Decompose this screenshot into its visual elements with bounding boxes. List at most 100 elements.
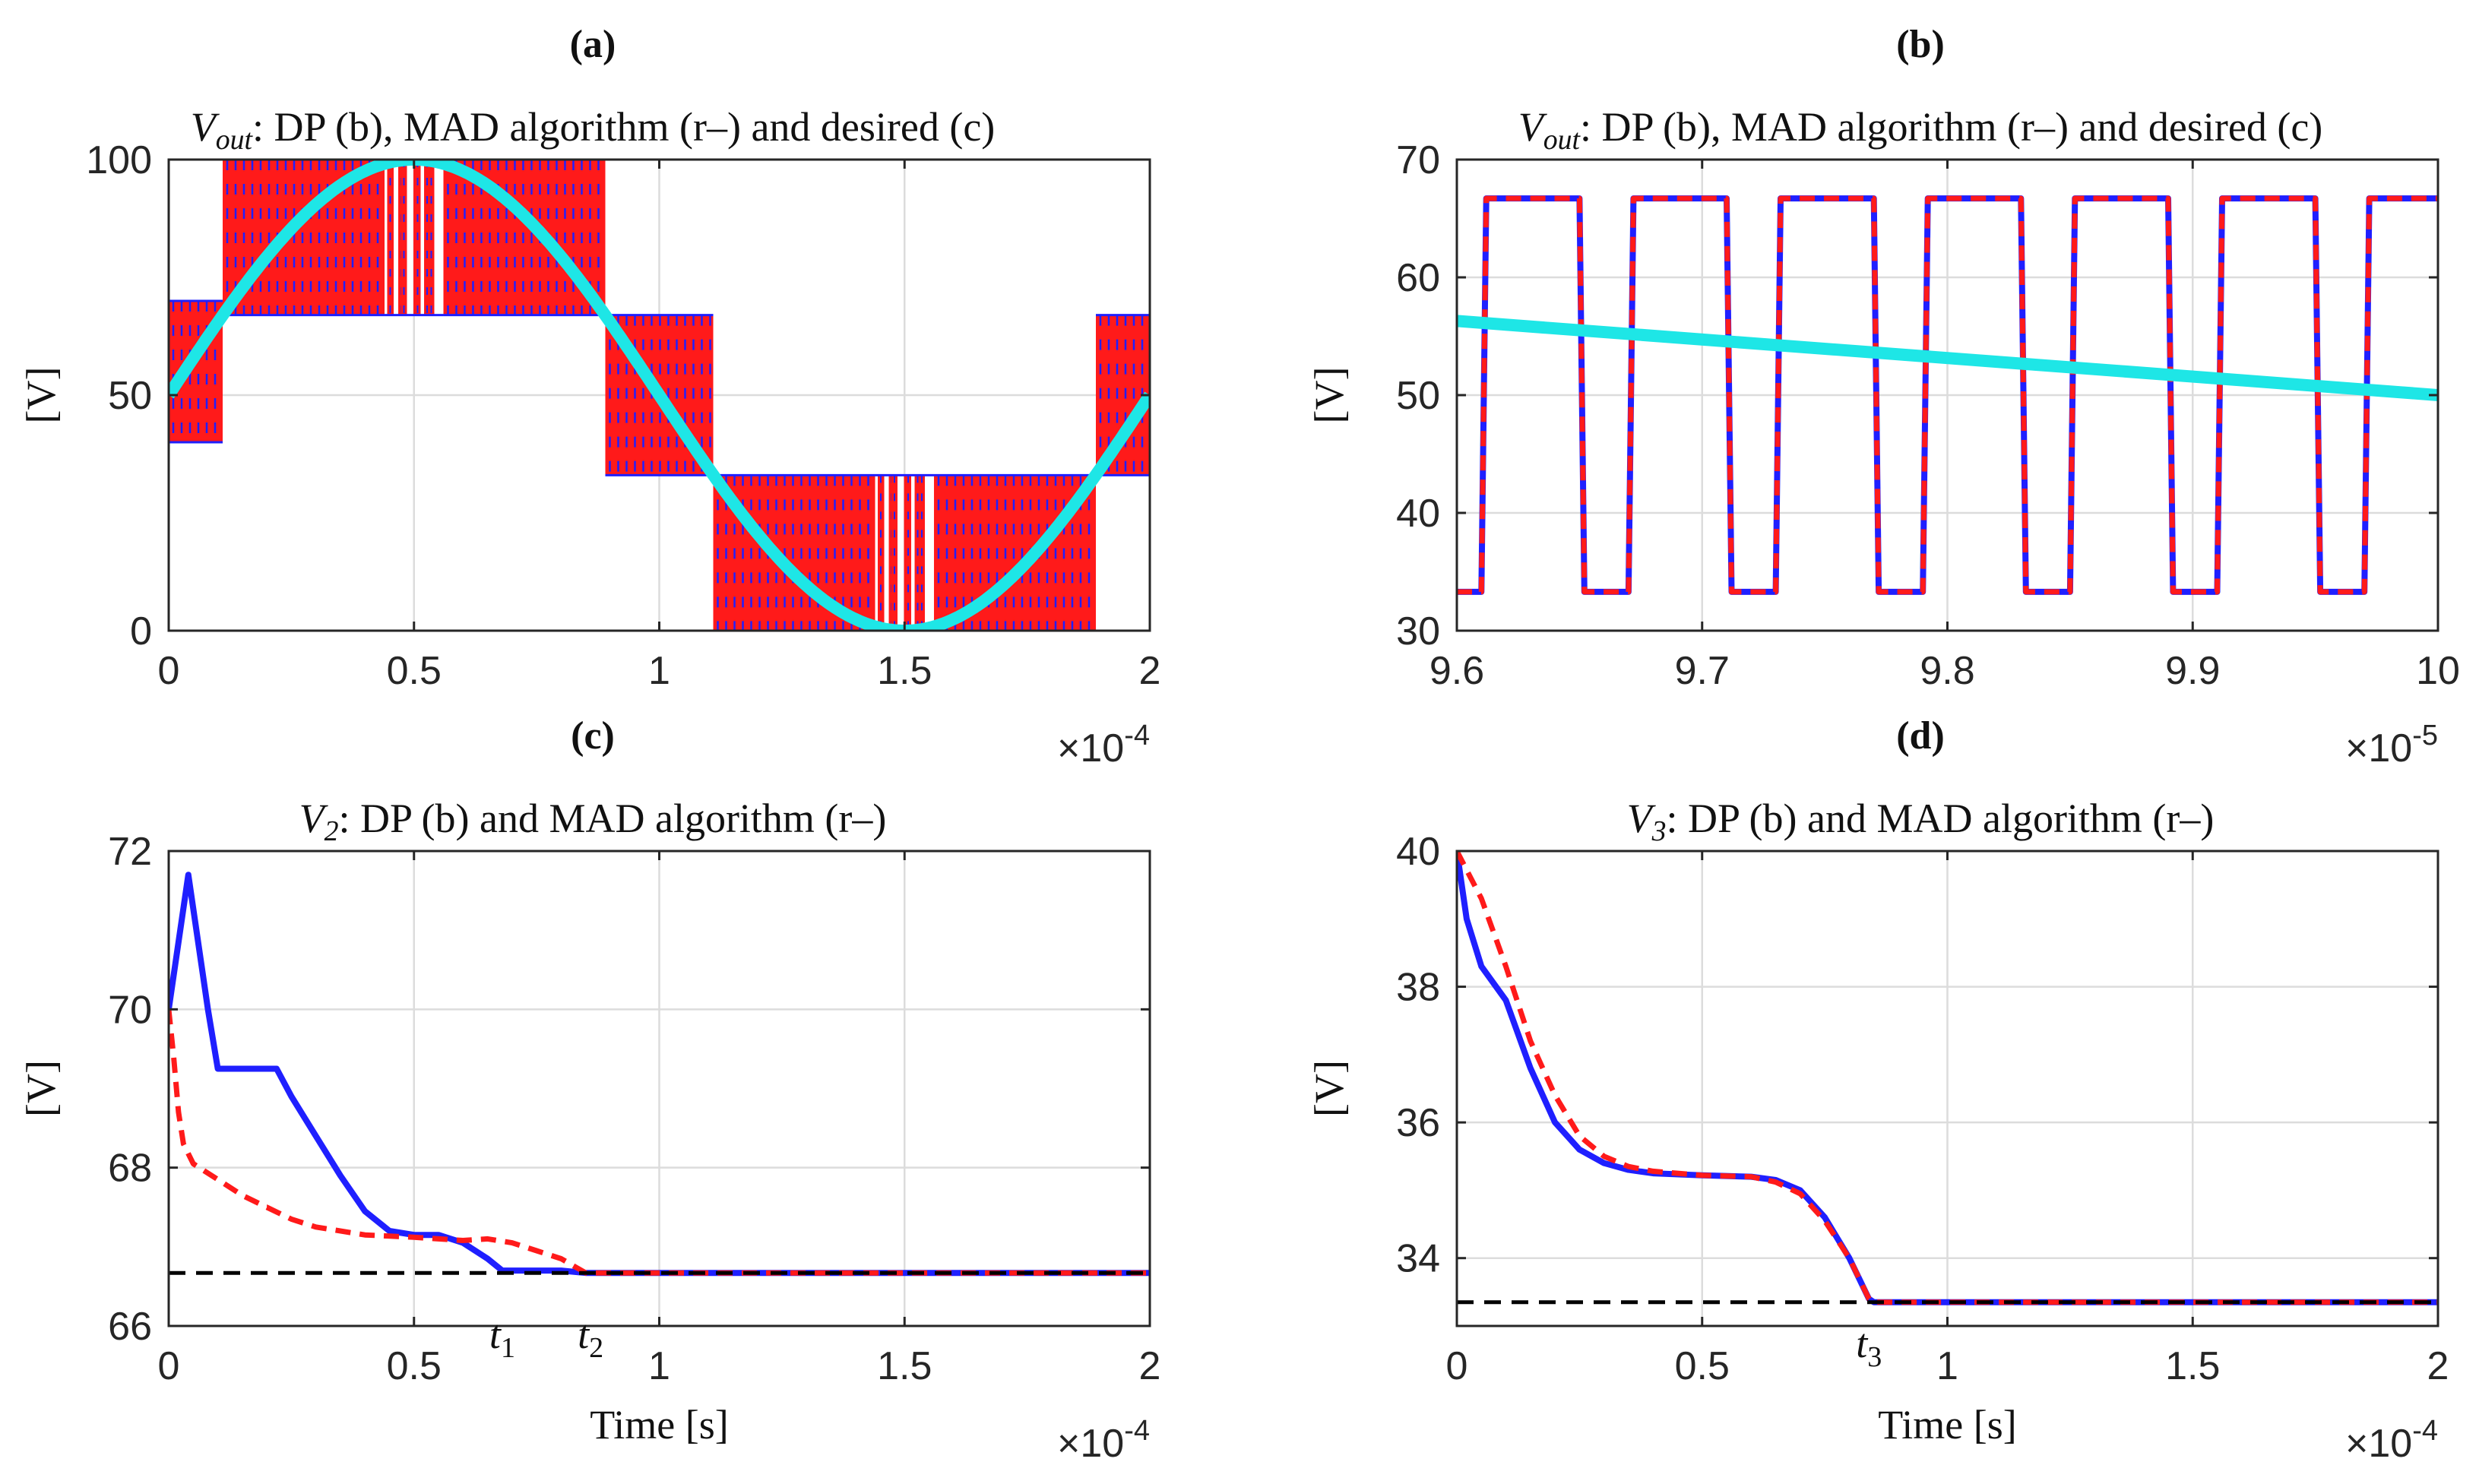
x-tick-label: 1 bbox=[648, 1344, 670, 1388]
chart-panel-a: (a) Vout: DP (b), MAD algorithm (r–) and … bbox=[18, 23, 1160, 770]
annotation-variable: t bbox=[578, 1312, 590, 1357]
y-axis-label: [V] bbox=[18, 1060, 64, 1117]
mad-algorithm-switching-band bbox=[713, 475, 875, 631]
exponent-power: -5 bbox=[2412, 720, 2438, 751]
panel-label: (a) bbox=[570, 23, 616, 66]
x-tick-label: 1.5 bbox=[2165, 1344, 2220, 1388]
y-axis-label: [V] bbox=[18, 367, 64, 424]
x-tick-label: 1.5 bbox=[877, 649, 932, 693]
series-mad-algorithm-line bbox=[1457, 195, 2438, 595]
x-tick-label: 2 bbox=[1139, 1344, 1161, 1388]
annotation-subscript: 1 bbox=[501, 1332, 515, 1364]
y-axis-label: [V] bbox=[1306, 367, 1352, 424]
exponent-base: ×10 bbox=[2345, 726, 2412, 770]
x-tick-label: 9.9 bbox=[2165, 649, 2220, 693]
annotation-t1: t1 bbox=[489, 1312, 515, 1364]
y-tick-label: 40 bbox=[1396, 492, 1440, 536]
pwm-segment bbox=[443, 160, 606, 317]
y-tick-label: 70 bbox=[108, 988, 152, 1032]
pwm-segment bbox=[875, 473, 934, 631]
annotation-t2: t2 bbox=[578, 1312, 603, 1364]
annotation-subscript: 3 bbox=[1867, 1341, 1882, 1373]
y-tick-label: 34 bbox=[1396, 1237, 1440, 1281]
y-tick-label: 50 bbox=[1396, 374, 1440, 418]
x-axis-exponent: ×10-4 bbox=[1057, 1415, 1150, 1466]
chart-title-variable: V bbox=[299, 796, 329, 841]
annotation-variable: t bbox=[1856, 1321, 1869, 1366]
y-tick-label: 66 bbox=[108, 1305, 152, 1349]
chart-title-subscript: 3 bbox=[1651, 815, 1667, 847]
y-tick-label: 70 bbox=[1396, 138, 1440, 182]
chart-title-variable: V bbox=[191, 104, 220, 150]
plot-area bbox=[169, 872, 1150, 1277]
x-tick-label: 9.7 bbox=[1675, 649, 1730, 693]
y-tick-label: 68 bbox=[108, 1147, 152, 1191]
panel-label: (c) bbox=[571, 714, 615, 758]
x-tick-label: 0 bbox=[158, 649, 180, 693]
series-mad-algorithm-line bbox=[169, 1008, 1150, 1276]
plot-area bbox=[169, 160, 1150, 631]
chart-title-text: : DP (b) and MAD algorithm (r–) bbox=[1667, 796, 2215, 841]
x-tick-label: 0 bbox=[1446, 1344, 1468, 1388]
x-tick-label: 10 bbox=[2416, 649, 2460, 693]
chart-title-variable: V bbox=[1518, 104, 1548, 150]
y-tick-label: 100 bbox=[86, 138, 152, 182]
chart-panel-d: (d)V3: DP (b) and MAD algorithm (r–)0 0.5… bbox=[1306, 714, 2449, 1466]
y-tick-label: 50 bbox=[108, 374, 152, 418]
x-tick-label: 2 bbox=[1139, 649, 1161, 693]
annotation-subscript: 2 bbox=[589, 1332, 603, 1364]
x-axis-exponent: ×10-4 bbox=[1057, 720, 1150, 770]
y-tick-label: 30 bbox=[1396, 609, 1440, 653]
y-tick-label: 40 bbox=[1396, 830, 1440, 874]
mad-algorithm-switching-band bbox=[223, 160, 385, 315]
x-axis-label: Time [s] bbox=[1878, 1402, 2017, 1448]
chart-title: Vout: DP (b), MAD algorithm (r–) and des… bbox=[1518, 104, 2323, 156]
exponent-power: -4 bbox=[2412, 1415, 2438, 1447]
series-desired-line bbox=[169, 160, 1150, 631]
mad-algorithm-switching-band bbox=[443, 160, 606, 315]
chart-panel-c: (c)V2: DP (b) and MAD algorithm (r–)0 0.5… bbox=[18, 714, 1160, 1466]
x-tick-label: 0.5 bbox=[387, 1344, 442, 1388]
mad-algorithm-switching-band bbox=[933, 475, 1096, 631]
annotation-variable: t bbox=[489, 1312, 502, 1357]
y-tick-label: 72 bbox=[108, 830, 152, 874]
pwm-segment bbox=[223, 160, 385, 317]
grid bbox=[1457, 851, 2438, 1326]
x-tick-label: 1 bbox=[1936, 1344, 1958, 1388]
chart-title: V2: DP (b) and MAD algorithm (r–) bbox=[299, 796, 887, 847]
chart-panel-b: (b) Vout: DP (b), MAD algorithm (r–) and … bbox=[1306, 23, 2460, 770]
series-desired-line bbox=[1457, 315, 2438, 401]
y-tick-label: 60 bbox=[1396, 256, 1440, 300]
x-tick-label: 0.5 bbox=[1675, 1344, 1730, 1388]
x-axis-exponent: ×10-5 bbox=[2345, 720, 2438, 770]
panel-label: (d) bbox=[1896, 714, 1945, 758]
series-mad-algorithm-line bbox=[1457, 851, 2438, 1305]
chart-title-text: : DP (b) and MAD algorithm (r–) bbox=[339, 796, 887, 841]
chart-title-text: : DP (b), MAD algorithm (r–) and desired… bbox=[1580, 104, 2322, 150]
exponent-power: -4 bbox=[1124, 1415, 1150, 1447]
chart-title: V3: DP (b) and MAD algorithm (r–) bbox=[1627, 796, 2215, 847]
pwm-segment bbox=[713, 473, 875, 631]
pwm-segment bbox=[385, 160, 444, 317]
exponent-base: ×10 bbox=[1057, 726, 1124, 770]
grid bbox=[1457, 160, 2438, 631]
x-axis-label: Time [s] bbox=[590, 1402, 729, 1448]
chart-title-variable: V bbox=[1627, 796, 1657, 841]
chart-title-subscript: out bbox=[216, 124, 254, 156]
y-tick-label: 38 bbox=[1396, 966, 1440, 1010]
annotation-t3: t3 bbox=[1856, 1321, 1882, 1373]
plot-area bbox=[1457, 195, 2438, 595]
chart-title-text: : DP (b), MAD algorithm (r–) and desired… bbox=[252, 104, 995, 150]
x-tick-label: 9.6 bbox=[1429, 649, 1484, 693]
x-tick-label: 2 bbox=[2427, 1344, 2449, 1388]
series-dp-line bbox=[169, 872, 1150, 1277]
chart-title-subscript: 2 bbox=[325, 815, 339, 847]
exponent-base: ×10 bbox=[2345, 1422, 2412, 1466]
panel-label: (b) bbox=[1896, 23, 1945, 66]
x-tick-label: 1.5 bbox=[877, 1344, 932, 1388]
exponent-power: -4 bbox=[1124, 720, 1150, 751]
x-tick-label: 1 bbox=[648, 649, 670, 693]
y-axis-label: [V] bbox=[1306, 1060, 1352, 1117]
chart-title-subscript: out bbox=[1543, 124, 1581, 156]
